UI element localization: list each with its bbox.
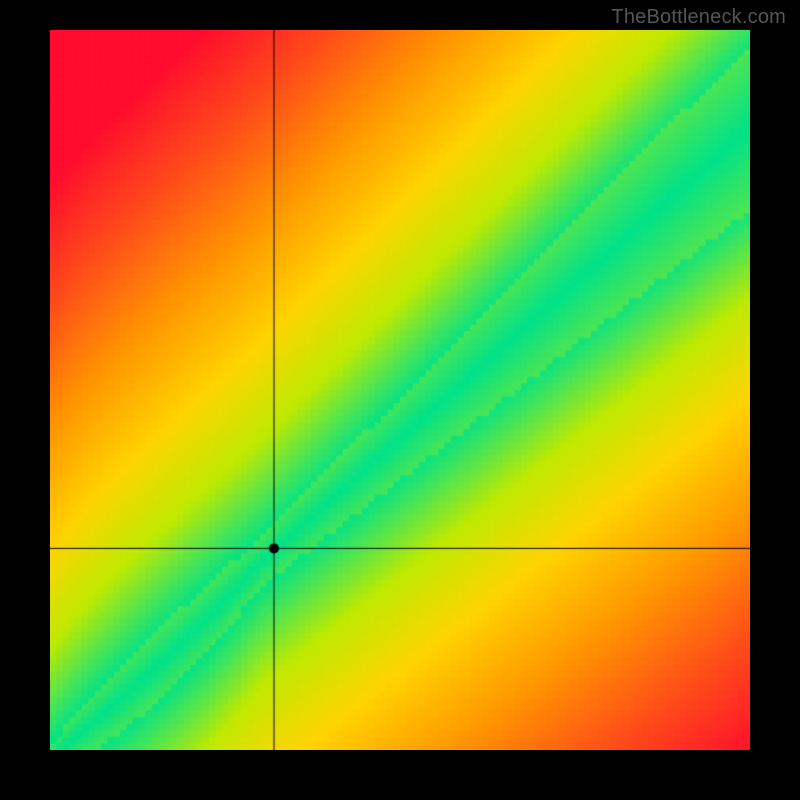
heatmap-canvas	[50, 30, 750, 750]
plot-area	[50, 30, 750, 750]
chart-frame: TheBottleneck.com	[0, 0, 800, 800]
watermark-text: TheBottleneck.com	[611, 6, 786, 29]
